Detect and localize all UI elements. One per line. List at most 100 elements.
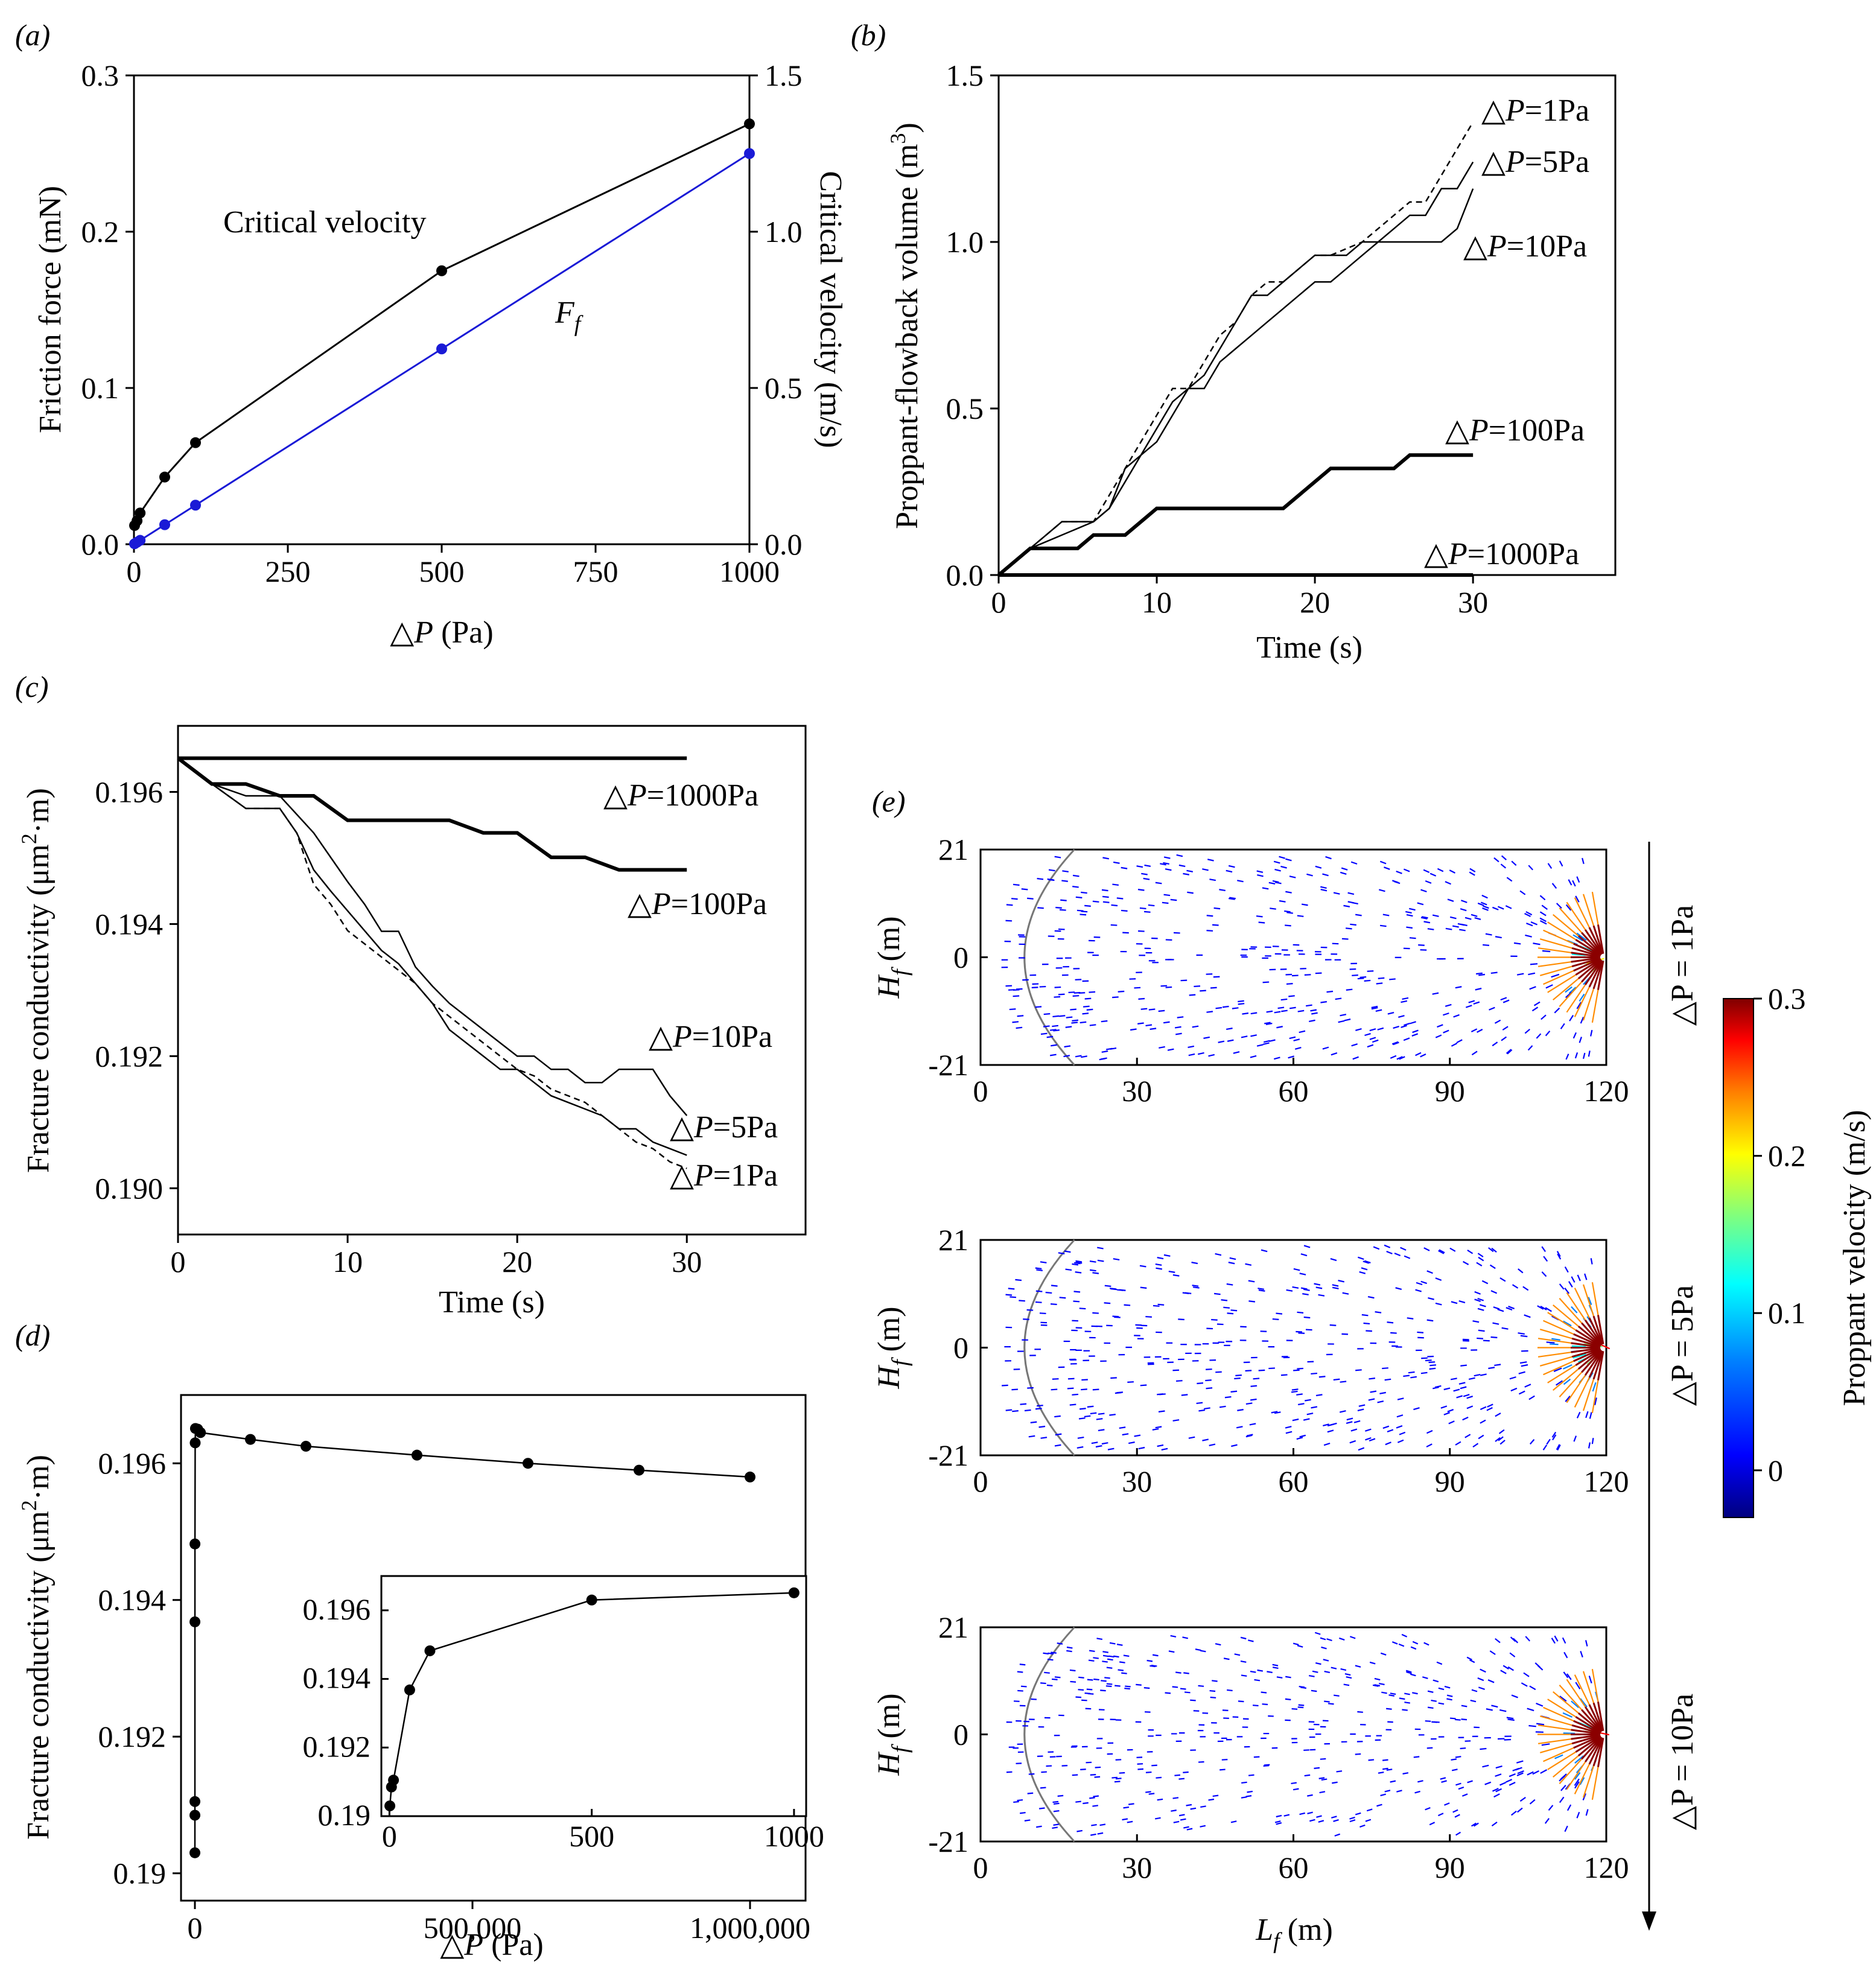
panel-e-vector: [1109, 1642, 1116, 1645]
panel-e-vector: [1382, 914, 1390, 917]
panel-e-vector: [1506, 1717, 1514, 1720]
panel-e-vector: [1267, 1671, 1273, 1674]
panel-e-xtick-label: 120: [1584, 1851, 1629, 1884]
panel-e-vector: [1061, 1765, 1068, 1767]
panel-d-ylabel: Fracture conductivity (μm2·m): [17, 1455, 56, 1840]
panel-e-vector: [1168, 1270, 1175, 1273]
panel-e-vector: [1122, 1818, 1128, 1821]
panel-e-vector: [1371, 1007, 1378, 1010]
panel-e-vector: [1518, 1390, 1525, 1395]
panel-e-vector: [1116, 1289, 1124, 1291]
panel-e-vector: [1415, 1052, 1422, 1057]
panel-e-vector: [1075, 1271, 1082, 1274]
panel-e-vector: [1511, 1694, 1518, 1698]
panel-e-outlet-vector: [1547, 1751, 1576, 1770]
panel-e-vector: [1198, 1409, 1206, 1412]
panel-e-vector: [1318, 1294, 1325, 1297]
panel-e-vector: [1449, 1247, 1456, 1252]
panel-e-vector: [1506, 877, 1513, 882]
panel-b-xtick-label: 20: [1300, 585, 1330, 619]
panel-e-vector: [1197, 1382, 1204, 1385]
panel-e-vector: [1384, 1244, 1391, 1248]
panel-e-vector: [1250, 1055, 1257, 1058]
panel-e-vector: [1215, 1371, 1222, 1373]
panel-e-vector: [1469, 1659, 1475, 1664]
panel-e-vector: [1443, 1412, 1451, 1416]
panel-e-outlet-vector: [1575, 1329, 1601, 1347]
panel-e-vector: [1272, 1667, 1279, 1670]
panel-e-outlet-vector: [1571, 947, 1601, 958]
panel-e-outlet-vector: [1547, 1698, 1576, 1718]
panel-e-vector: [1215, 1253, 1222, 1256]
panel-e-vector: [1444, 1685, 1451, 1689]
panel-e-outlet-vector: [1547, 921, 1576, 941]
panel-e-vector: [1369, 1028, 1376, 1032]
panel-e-vector: [1200, 1805, 1206, 1808]
panel-e-vector: [1096, 1638, 1103, 1641]
panel-e-vector: [1374, 1677, 1381, 1681]
panel-e-vector: [1404, 1023, 1410, 1026]
panel-b-label-5pa: △P=5Pa: [1481, 145, 1589, 179]
panel-c-chart: 0 10 20 30 0.190 0.192 0.194 0.196 Time (s) Fra…: [17, 725, 807, 1320]
panel-e-vector: [1524, 1028, 1530, 1034]
panel-e-vector: [1481, 894, 1488, 899]
panel-e-vector: [1483, 905, 1489, 909]
panel-d-inset-ytick-label: 0.192: [303, 1729, 371, 1763]
panel-e-vector: [1297, 1009, 1305, 1012]
panel-e-vector: [1449, 1717, 1456, 1720]
panel-e-vector: [1230, 1820, 1237, 1823]
panel-d-point: [189, 1616, 201, 1627]
panel-a-xtick-label: 1000: [719, 555, 780, 588]
panel-e-vector: [1366, 1330, 1373, 1332]
panel-e-vector: [1368, 1398, 1375, 1401]
panel-e-vector: [1320, 888, 1328, 892]
panel-e-vector: [1432, 1679, 1439, 1683]
panel-e-vector: [1148, 1793, 1155, 1795]
panel-e-vector: [1491, 1247, 1497, 1253]
panel-b-ytick-label: 1.0: [946, 225, 984, 259]
panel-e-vector: [1178, 1814, 1185, 1817]
panel-e-vector: [1333, 1819, 1339, 1822]
panel-e-vector: [1178, 1318, 1184, 1321]
panel-e-outlet-vector: [1591, 1767, 1599, 1800]
panel-e-vector: [1449, 869, 1456, 874]
panel-e-vector: [1384, 1790, 1391, 1793]
panel-e-vector: [1261, 1249, 1268, 1253]
panel-e-vector: [1092, 1312, 1099, 1314]
panel-e-vector: [1463, 1394, 1470, 1397]
panel-e-vector: [1488, 1367, 1495, 1370]
panel-d-inset-frame: [380, 1575, 807, 1817]
panel-e-vector: [1143, 877, 1150, 880]
panel-e-vector: [1545, 1030, 1551, 1037]
panel-e-vector: [1456, 1039, 1463, 1044]
panel-e-vector: [1231, 1444, 1238, 1447]
panel-e-vector: [1363, 1322, 1370, 1325]
panel-e-vector: [1388, 1694, 1395, 1697]
panel-e-vector: [1307, 1811, 1313, 1814]
panel-e-vector: [1088, 1659, 1095, 1662]
panel-e-vector: [1081, 1055, 1087, 1058]
panel-e-vector: [1325, 856, 1332, 860]
panel-e-vector: [1468, 1377, 1475, 1380]
panel-e-vector: [1477, 1677, 1484, 1682]
panel-e-vector: [1264, 1022, 1271, 1025]
panel-e-vector: [1320, 1001, 1328, 1003]
panel-e-vector: [1461, 1718, 1467, 1721]
panel-e-vector: [1401, 1633, 1408, 1638]
panel-e-xtick-label: 60: [1279, 1851, 1309, 1884]
panel-e-vector: [1576, 932, 1587, 941]
panel-a-xtick-label: 250: [266, 555, 311, 588]
panel-e-outlet-vector: [1597, 1351, 1604, 1381]
panel-e-vector: [1279, 900, 1286, 903]
panel-e-vector: [1078, 1676, 1084, 1679]
panel-e-vector: [1293, 1038, 1300, 1041]
colorbar-tick-label: 0.1: [1768, 1296, 1806, 1330]
panel-e-outlet-vector: [1591, 1282, 1599, 1315]
panel-e-outlet-vector: [1571, 957, 1601, 968]
panel-e-vector: [1138, 930, 1145, 932]
panel-e-vector: [1123, 1806, 1130, 1809]
panel-e-vector: [1040, 1437, 1048, 1439]
panel-e-outlet-vector: [1553, 978, 1579, 1001]
panel-e-vector: [1008, 1288, 1015, 1290]
panel-e-vector: [1475, 988, 1482, 991]
